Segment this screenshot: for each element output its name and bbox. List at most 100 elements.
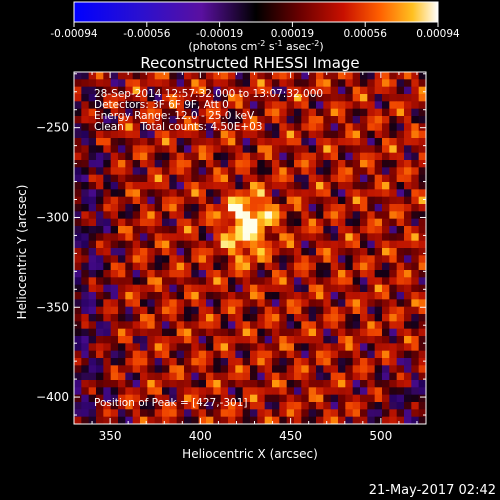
heatmap-cell	[169, 255, 178, 264]
heatmap-cell	[272, 350, 280, 359]
heatmap-cell	[228, 306, 236, 315]
heatmap-cell	[191, 380, 200, 388]
heatmap-cell	[132, 343, 141, 352]
heatmap-cell	[294, 189, 302, 198]
heatmap-cell	[242, 343, 251, 352]
heatmap-cell	[154, 86, 163, 95]
heatmap-cell	[206, 358, 214, 366]
heatmap-cell	[118, 321, 126, 330]
heatmap-cell	[235, 255, 244, 264]
heatmap-cell	[308, 343, 317, 352]
heatmap-cell	[382, 138, 390, 146]
heatmap-cell	[198, 336, 207, 344]
heatmap-cell	[206, 240, 214, 249]
heatmap-cell	[360, 299, 368, 308]
heatmap-cell	[147, 416, 156, 424]
heatmap-cell	[125, 343, 134, 352]
heatmap-cell	[184, 248, 192, 256]
heatmap-cell	[418, 387, 426, 396]
heatmap-cell	[411, 350, 420, 359]
heatmap-cell	[125, 372, 134, 381]
heatmap-cell	[264, 262, 273, 271]
heatmap-cell	[382, 101, 390, 110]
heatmap-cell	[272, 167, 280, 176]
heatmap-cell	[301, 240, 310, 249]
heatmap-cell	[118, 167, 126, 176]
heatmap-cell	[279, 284, 288, 293]
heatmap-cell	[118, 409, 126, 418]
heatmap-cell	[103, 182, 112, 190]
heatmap-cell	[103, 160, 112, 168]
heatmap-cell	[88, 233, 97, 242]
heatmap-cell	[88, 409, 97, 418]
heatmap-cell	[169, 394, 178, 403]
heatmap-cell	[169, 116, 178, 124]
heatmap-cell	[162, 108, 170, 117]
heatmap-cell	[118, 336, 126, 344]
heatmap-cell	[242, 182, 251, 190]
heatmap-cell	[220, 240, 229, 249]
heatmap-cell	[418, 101, 426, 110]
heatmap-cell	[103, 255, 112, 264]
heatmap-cell	[154, 72, 163, 80]
heatmap-cell	[404, 328, 412, 337]
heatmap-cell	[213, 306, 222, 315]
heatmap-cell	[220, 123, 229, 132]
heatmap-cell	[294, 94, 302, 102]
heatmap-cell	[286, 138, 295, 146]
heatmap-cell	[206, 226, 214, 234]
heatmap-cell	[88, 182, 97, 190]
heatmap-cell	[330, 123, 339, 132]
heatmap-cell	[242, 116, 251, 124]
heatmap-cell	[81, 145, 90, 154]
heatmap-cell	[184, 284, 192, 293]
heatmap-cell	[323, 86, 332, 95]
heatmap-cell	[110, 416, 119, 424]
heatmap-cell	[286, 218, 295, 227]
heatmap-cell	[396, 72, 405, 80]
heatmap-cell	[360, 380, 368, 388]
heatmap-cell	[228, 284, 236, 293]
heatmap-cell	[404, 130, 412, 139]
heatmap-cell	[308, 240, 317, 249]
heatmap-cell	[191, 321, 200, 330]
heatmap-cell	[316, 196, 324, 205]
heatmap-cell	[162, 123, 170, 132]
heatmap-cell	[235, 123, 244, 132]
heatmap-cell	[191, 189, 200, 198]
heatmap-cell	[316, 204, 324, 212]
heatmap-cell	[404, 123, 412, 132]
heatmap-cell	[279, 94, 288, 102]
heatmap-cell	[301, 182, 310, 190]
heatmap-cell	[242, 270, 251, 278]
heatmap-cell	[235, 204, 244, 212]
heatmap-cell	[162, 350, 170, 359]
heatmap-cell	[250, 321, 258, 330]
heatmap-cell	[125, 167, 134, 176]
heatmap-cell	[103, 336, 112, 344]
heatmap-cell	[411, 79, 420, 88]
heatmap-cell	[323, 336, 332, 344]
heatmap-cell	[88, 314, 97, 322]
heatmap-cell	[367, 108, 376, 117]
heatmap-cell	[294, 79, 302, 88]
heatmap-cell	[184, 101, 192, 110]
heatmap-cell	[132, 358, 141, 366]
heatmap-cell	[162, 372, 170, 381]
heatmap-cell	[213, 167, 222, 176]
heatmap-cell	[147, 336, 156, 344]
heatmap-cell	[286, 130, 295, 139]
heatmap-cell	[198, 292, 207, 300]
heatmap-cell	[330, 145, 339, 154]
heatmap-cell	[308, 365, 317, 374]
heatmap-cell	[330, 372, 339, 381]
heatmap-cell	[250, 306, 258, 315]
heatmap-cell	[389, 328, 398, 337]
heatmap-cell	[418, 343, 426, 352]
heatmap-cell	[81, 204, 90, 212]
x-tick-label: 500	[369, 429, 392, 443]
heatmap-cell	[184, 72, 192, 80]
heatmap-cell	[301, 233, 310, 242]
heatmap-cell	[352, 284, 361, 293]
heatmap-cell	[162, 138, 170, 146]
